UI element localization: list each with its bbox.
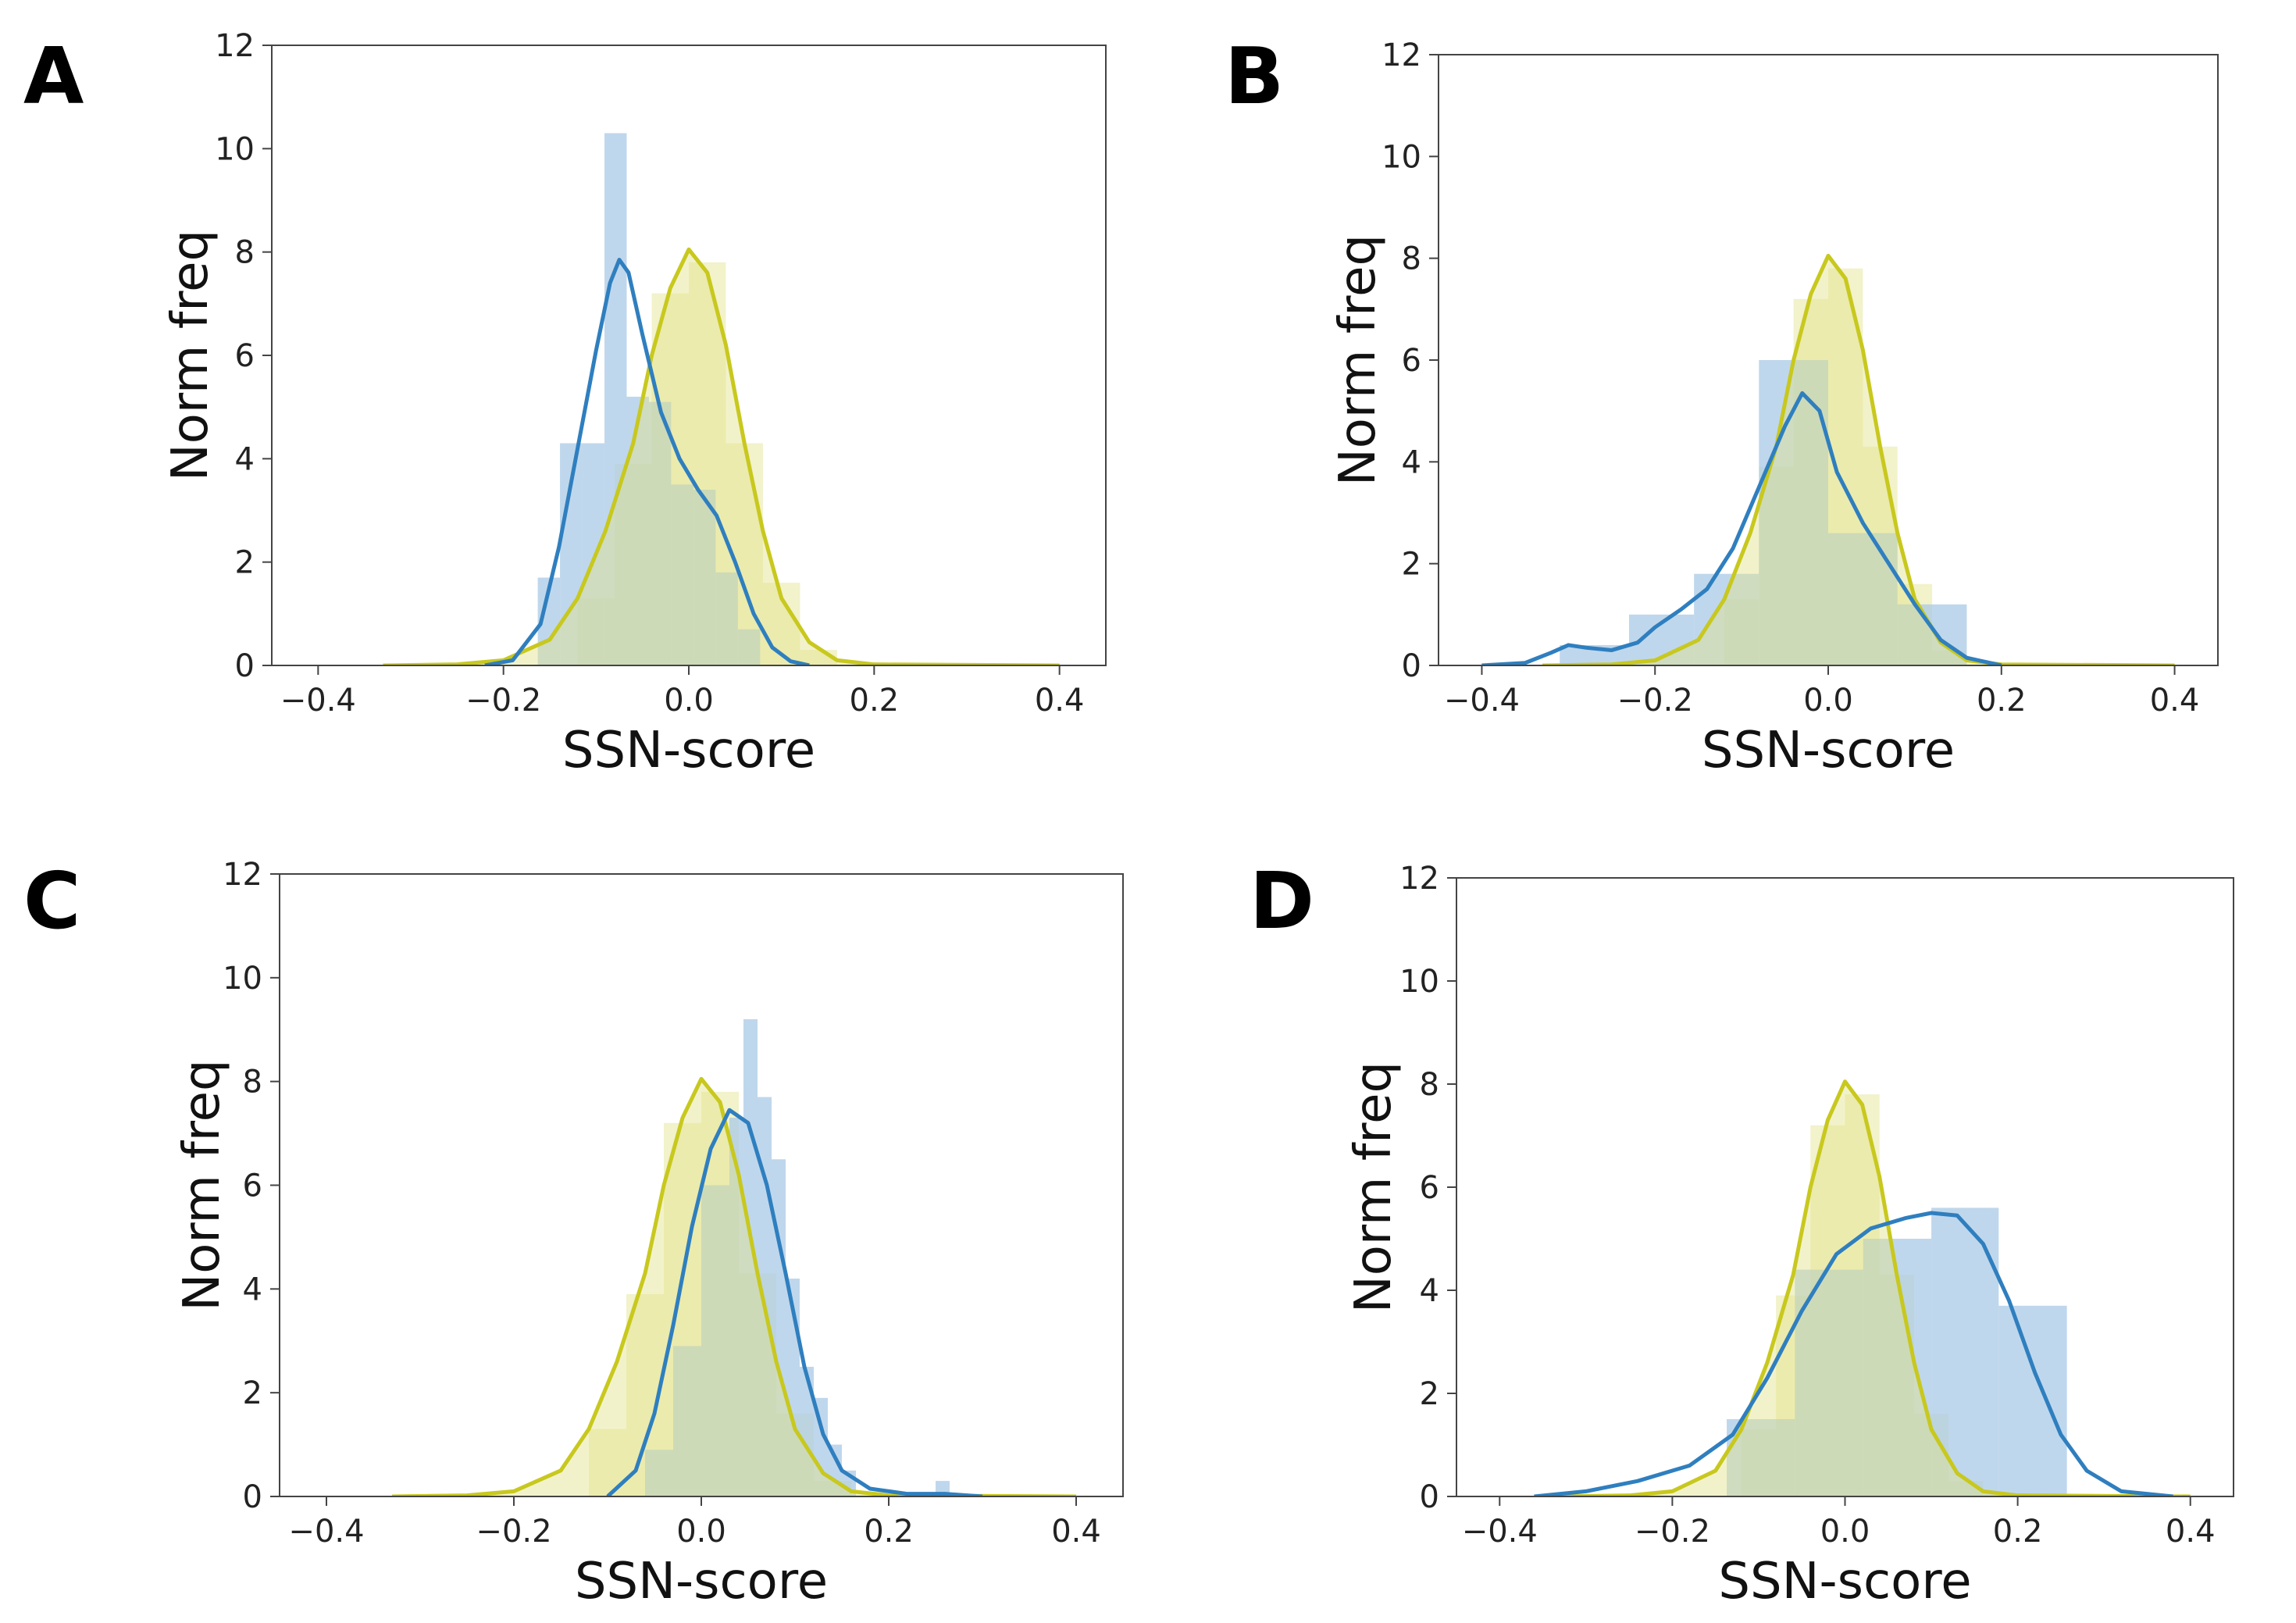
- panel-a-x-tick-label: −0.4: [280, 683, 356, 719]
- panel-d-y-tick-label: 2: [1420, 1376, 1439, 1412]
- panel-a-y-tick-label: 4: [235, 441, 255, 477]
- panel-b-y-tick-label: 6: [1402, 343, 1421, 379]
- panel-c-y-tick-label: 12: [223, 857, 262, 893]
- panel-c-x-tick-label: −0.2: [476, 1514, 551, 1550]
- panel-c-y-tick-label: 2: [243, 1375, 262, 1411]
- panel-a: −0.4 −0.2 0.0 0.2 0.4 0 2 4 6 8 10 12 SSN-score Norm …: [23, 28, 1107, 779]
- panel-a-y-tick-label: 2: [235, 545, 255, 581]
- panel-c-sample-hist-bar: [673, 1346, 701, 1496]
- panel-b-background-kde-area: [1542, 255, 2175, 665]
- panel-c-sample-hist-bar: [729, 1118, 743, 1496]
- panel-a-x-tick-label: −0.2: [465, 683, 541, 719]
- panel-d-sample-kde-line: [1534, 1211, 2173, 1496]
- panel-a-sample-hist-bar: [648, 401, 672, 665]
- panel-b-x-axis-label: SSN-score: [1702, 722, 1955, 779]
- panel-c-y-tick-label: 8: [243, 1065, 262, 1100]
- panel-b-x-tick-label: 0.2: [1977, 683, 2027, 719]
- panel-c-plot-area: [391, 1018, 1077, 1496]
- panel-c-sample-hist-bar: [645, 1450, 673, 1496]
- panel-b-y-tick-label: 10: [1382, 139, 1421, 175]
- panel-d-background-kde-line: [1560, 1079, 2191, 1496]
- panel-a-x-tick-label: 0.0: [664, 683, 714, 719]
- panel-d-sample-hist-bar: [1998, 1305, 2067, 1496]
- panel-c-x-tick-label: −0.4: [288, 1514, 364, 1550]
- panel-b-x-tick-label: −0.2: [1617, 683, 1693, 719]
- panel-a-letter: A: [23, 30, 84, 122]
- panel-c-x-tick-label: 0.4: [1051, 1514, 1101, 1550]
- panel-b-sample-hist-bar: [1897, 604, 1967, 665]
- panel-d-x-tick-label: 0.0: [1820, 1514, 1870, 1550]
- panel-d: −0.4 −0.2 0.0 0.2 0.4 0 2 4 6 8 10 12 SSN-score Norm …: [1250, 855, 2234, 1611]
- panel-d-x-tick-label: 0.4: [2166, 1514, 2216, 1550]
- panel-a-x-axis-label: SSN-score: [562, 722, 815, 779]
- panel-d-y-tick-label: 12: [1399, 861, 1439, 897]
- panel-b-y-axis-label: Norm freq: [1329, 234, 1387, 486]
- panel-a-sample-hist-bar: [626, 396, 649, 665]
- panel-a-sample-hist-bar: [715, 572, 738, 665]
- panel-b-sample-kde-line: [1481, 391, 2002, 665]
- panel-b-x-tick-label: 0.4: [2150, 683, 2200, 719]
- panel-a-plot-area: [383, 133, 1060, 665]
- panel-b-x-tick-label: 0.0: [1803, 683, 1853, 719]
- panel-a-sample-hist-bar: [671, 484, 693, 665]
- panel-c-y-tick-label: 6: [243, 1168, 262, 1204]
- panel-c-sample-hist-bar: [800, 1366, 814, 1496]
- panel-c-x-axis-label: SSN-score: [575, 1553, 828, 1611]
- panel-a-y-tick-label: 8: [235, 235, 255, 271]
- panel-d-plot-area: [1534, 1079, 2191, 1496]
- panel-b-y-tick-label: 12: [1382, 37, 1421, 73]
- panel-c-y-tick-label: 10: [223, 961, 262, 997]
- panel-d-background-kde-area: [1560, 1081, 2191, 1496]
- panel-b-y-tick-label: 2: [1402, 547, 1421, 583]
- panel-a-x-tick-label: 0.4: [1035, 683, 1085, 719]
- panel-d-sample-hist-bar: [1795, 1269, 1863, 1496]
- panel-d-y-tick-label: 10: [1399, 964, 1439, 1000]
- panel-c-y-tick-label: 4: [243, 1272, 262, 1307]
- panel-c-y-tick-label: 0: [243, 1479, 262, 1515]
- panel-d-x-tick-label: −0.4: [1462, 1514, 1538, 1550]
- panel-c-x-tick-label: 0.2: [864, 1514, 914, 1550]
- panel-d-y-tick-label: 6: [1420, 1170, 1439, 1206]
- panel-b-x-tick-label: −0.4: [1444, 683, 1520, 719]
- panel-d-y-axis-label: Norm freq: [1345, 1061, 1403, 1313]
- panel-a-y-tick-label: 12: [215, 28, 255, 64]
- panel-b-y-tick-label: 4: [1402, 444, 1421, 480]
- panel-d-y-tick-label: 8: [1420, 1067, 1439, 1103]
- panel-b-y-tick-label: 8: [1402, 241, 1421, 277]
- panel-a-y-tick-label: 0: [235, 648, 255, 684]
- panel-a-x-tick-label: 0.2: [850, 683, 900, 719]
- panel-a-sample-hist-bar: [693, 490, 716, 665]
- panel-b-plot-area: [1481, 253, 2175, 665]
- panel-a-sample-hist-bar: [737, 629, 761, 665]
- panel-b: −0.4 −0.2 0.0 0.2 0.4 0 2 4 6 8 10 12 SSN-score Norm …: [1225, 30, 2219, 779]
- panel-a-background-kde-line: [383, 247, 1060, 665]
- panel-a-sample-hist-bar: [582, 443, 605, 665]
- panel-c-sample-hist-bar: [772, 1159, 786, 1496]
- panel-d-y-tick-label: 0: [1420, 1479, 1439, 1515]
- panel-a-y-axis-label: Norm freq: [162, 230, 219, 481]
- panel-a-sample-hist-bar: [604, 133, 627, 665]
- panel-c-sample-hist-bar: [701, 1185, 729, 1496]
- panel-b-y-tick-label: 0: [1402, 648, 1421, 684]
- panel-c-x-tick-label: 0.0: [676, 1514, 726, 1550]
- panel-c-letter: C: [23, 855, 80, 947]
- panel-a-sample-kde-line: [484, 258, 810, 665]
- panel-d-y-tick-label: 4: [1420, 1273, 1439, 1309]
- panel-c: −0.4 −0.2 0.0 0.2 0.4 0 2 4 6 8 10 12 SSN-score Norm …: [23, 855, 1124, 1611]
- panel-c-background-kde-area: [392, 1079, 1076, 1496]
- panel-a-y-tick-label: 10: [215, 131, 255, 167]
- panel-d-x-tick-label: −0.2: [1635, 1514, 1710, 1550]
- panel-b-background-kde-line: [1542, 253, 2175, 665]
- panel-a-y-tick-label: 6: [235, 338, 255, 374]
- panel-d-x-tick-label: 0.2: [1993, 1514, 2043, 1550]
- panel-c-background-kde-line: [391, 1076, 1077, 1496]
- panel-c-sample-kde-line: [606, 1108, 983, 1496]
- panel-b-sample-hist-bar: [1828, 533, 1898, 665]
- panel-a-background-kde-area: [383, 249, 1060, 665]
- panel-d-letter: D: [1250, 855, 1314, 947]
- panel-c-y-axis-label: Norm freq: [173, 1059, 231, 1311]
- panel-b-letter: B: [1225, 30, 1284, 122]
- panel-d-x-axis-label: SSN-score: [1718, 1553, 1971, 1611]
